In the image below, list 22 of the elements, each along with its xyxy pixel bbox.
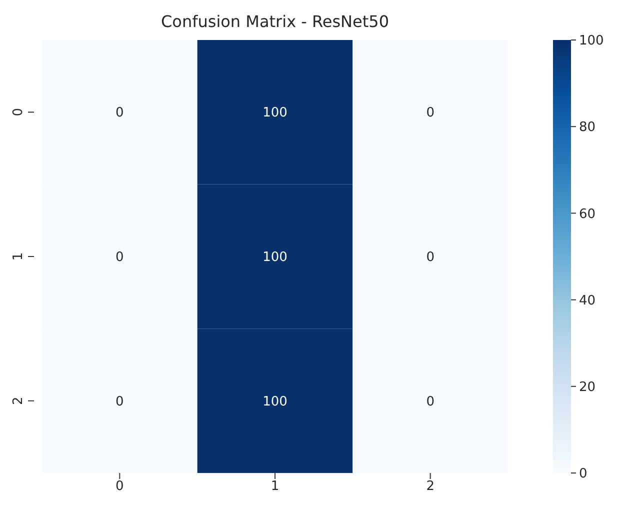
data-label: 0 [426, 106, 434, 121]
y-tick-label: 0 [11, 108, 26, 116]
data-label: 100 [262, 106, 288, 121]
data-label: 0 [426, 250, 434, 266]
data-label: 0 [116, 250, 124, 266]
data-label: 0 [116, 394, 124, 410]
data-label: 0 [116, 106, 124, 121]
data-label: 100 [262, 250, 288, 266]
data-label: 100 [262, 394, 288, 410]
color-bar-label: 0 [579, 466, 588, 482]
color-bar-label: 20 [579, 380, 596, 395]
color-bar-label: 80 [579, 120, 596, 136]
x-tick-label: 1 [270, 479, 280, 494]
color-bar-label: 40 [579, 293, 596, 308]
y-tick-label: 2 [11, 396, 26, 405]
color-bar-label: 60 [579, 206, 596, 222]
data-label: 0 [426, 394, 434, 410]
y-tick-label: 1 [11, 252, 26, 261]
x-tick-label: 0 [116, 479, 124, 494]
x-tick-label: 2 [426, 479, 434, 494]
color-bar-label: 100 [579, 34, 604, 49]
chart-title: Confusion Matrix - ResNet50 [160, 12, 390, 31]
